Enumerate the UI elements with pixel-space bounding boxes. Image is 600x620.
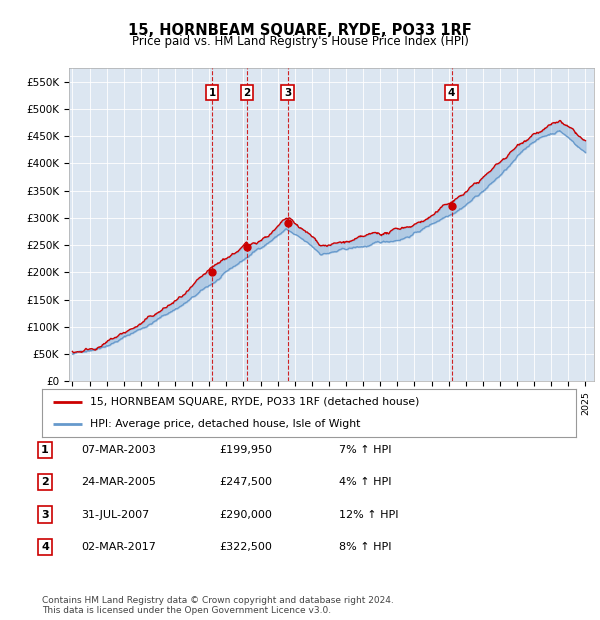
Text: 4: 4 [448,87,455,98]
Text: 2: 2 [244,87,251,98]
Text: £290,000: £290,000 [219,510,272,520]
Text: 15, HORNBEAM SQUARE, RYDE, PO33 1RF: 15, HORNBEAM SQUARE, RYDE, PO33 1RF [128,23,472,38]
Text: 3: 3 [284,87,291,98]
Text: £199,950: £199,950 [219,445,272,455]
Text: 07-MAR-2003: 07-MAR-2003 [81,445,156,455]
Text: Contains HM Land Registry data © Crown copyright and database right 2024.
This d: Contains HM Land Registry data © Crown c… [42,596,394,615]
Text: 7% ↑ HPI: 7% ↑ HPI [339,445,391,455]
Text: 2: 2 [41,477,49,487]
Text: HPI: Average price, detached house, Isle of Wight: HPI: Average price, detached house, Isle… [90,419,361,429]
Text: 12% ↑ HPI: 12% ↑ HPI [339,510,398,520]
Text: 8% ↑ HPI: 8% ↑ HPI [339,542,391,552]
Text: 31-JUL-2007: 31-JUL-2007 [81,510,149,520]
Text: 4% ↑ HPI: 4% ↑ HPI [339,477,391,487]
Text: £247,500: £247,500 [219,477,272,487]
Text: 3: 3 [41,510,49,520]
Text: 02-MAR-2017: 02-MAR-2017 [81,542,156,552]
Text: 15, HORNBEAM SQUARE, RYDE, PO33 1RF (detached house): 15, HORNBEAM SQUARE, RYDE, PO33 1RF (det… [90,397,419,407]
Text: Price paid vs. HM Land Registry's House Price Index (HPI): Price paid vs. HM Land Registry's House … [131,35,469,48]
Text: 1: 1 [209,87,216,98]
Text: 1: 1 [41,445,49,455]
Text: 4: 4 [41,542,49,552]
Text: 24-MAR-2005: 24-MAR-2005 [81,477,156,487]
Text: £322,500: £322,500 [219,542,272,552]
